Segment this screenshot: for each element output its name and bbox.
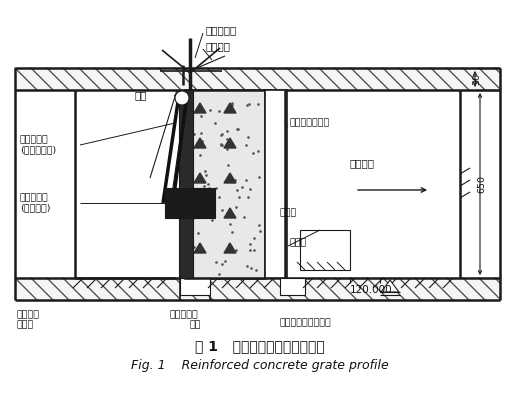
Polygon shape [224, 138, 236, 148]
Polygon shape [224, 173, 236, 183]
Bar [300, 230, 350, 270]
Text: Fig. 1    Reinforced concrete grate profile: Fig. 1 Reinforced concrete grate profile [131, 359, 389, 373]
Polygon shape [194, 138, 206, 148]
Text: 钢闸门: 钢闸门 [17, 321, 34, 330]
Text: (关闭位置): (关闭位置) [20, 204, 50, 213]
Text: 钢筋混凝土闸门门槽: 钢筋混凝土闸门门槽 [280, 319, 332, 328]
Polygon shape [194, 173, 206, 183]
Text: 门槽: 门槽 [190, 321, 202, 330]
Polygon shape [194, 243, 206, 253]
Text: 图 1   钢筋混凝土闸门剖面示意: 图 1 钢筋混凝土闸门剖面示意 [195, 339, 325, 353]
Polygon shape [224, 243, 236, 253]
Bar [15, 278, 500, 300]
Text: (过流时位置): (过流时位置) [20, 146, 56, 155]
Text: 30: 30 [473, 73, 482, 85]
Polygon shape [224, 208, 236, 218]
Text: 钢筋混凝土闸门: 钢筋混凝土闸门 [290, 118, 330, 127]
Text: 650: 650 [477, 175, 487, 193]
Polygon shape [224, 103, 236, 113]
Polygon shape [194, 103, 206, 113]
Text: 滑轮: 滑轮 [135, 90, 147, 100]
Polygon shape [381, 280, 399, 292]
Text: 120.000: 120.000 [350, 285, 393, 295]
Text: 导流孔: 导流孔 [280, 208, 297, 217]
Bar [265, 90, 287, 278]
Bar [15, 68, 500, 90]
Polygon shape [194, 208, 206, 218]
Text: 导流孔闸门: 导流孔闸门 [20, 193, 49, 202]
Text: 小围堰: 小围堰 [290, 239, 307, 248]
Bar [180, 278, 210, 295]
Text: 施工钢闸门: 施工钢闸门 [170, 310, 199, 319]
Text: 导流孔闸门: 导流孔闸门 [20, 135, 49, 144]
Bar [165, 188, 215, 218]
Bar [280, 278, 305, 295]
Text: 启闭支架: 启闭支架 [205, 41, 230, 51]
Bar [179, 90, 193, 278]
Text: 施工挡水: 施工挡水 [17, 310, 40, 319]
Text: 导流隧洞: 导流隧洞 [350, 158, 375, 168]
Text: 导流孔闸门: 导流孔闸门 [205, 25, 236, 35]
Bar [185, 90, 265, 278]
Circle shape [175, 91, 189, 105]
